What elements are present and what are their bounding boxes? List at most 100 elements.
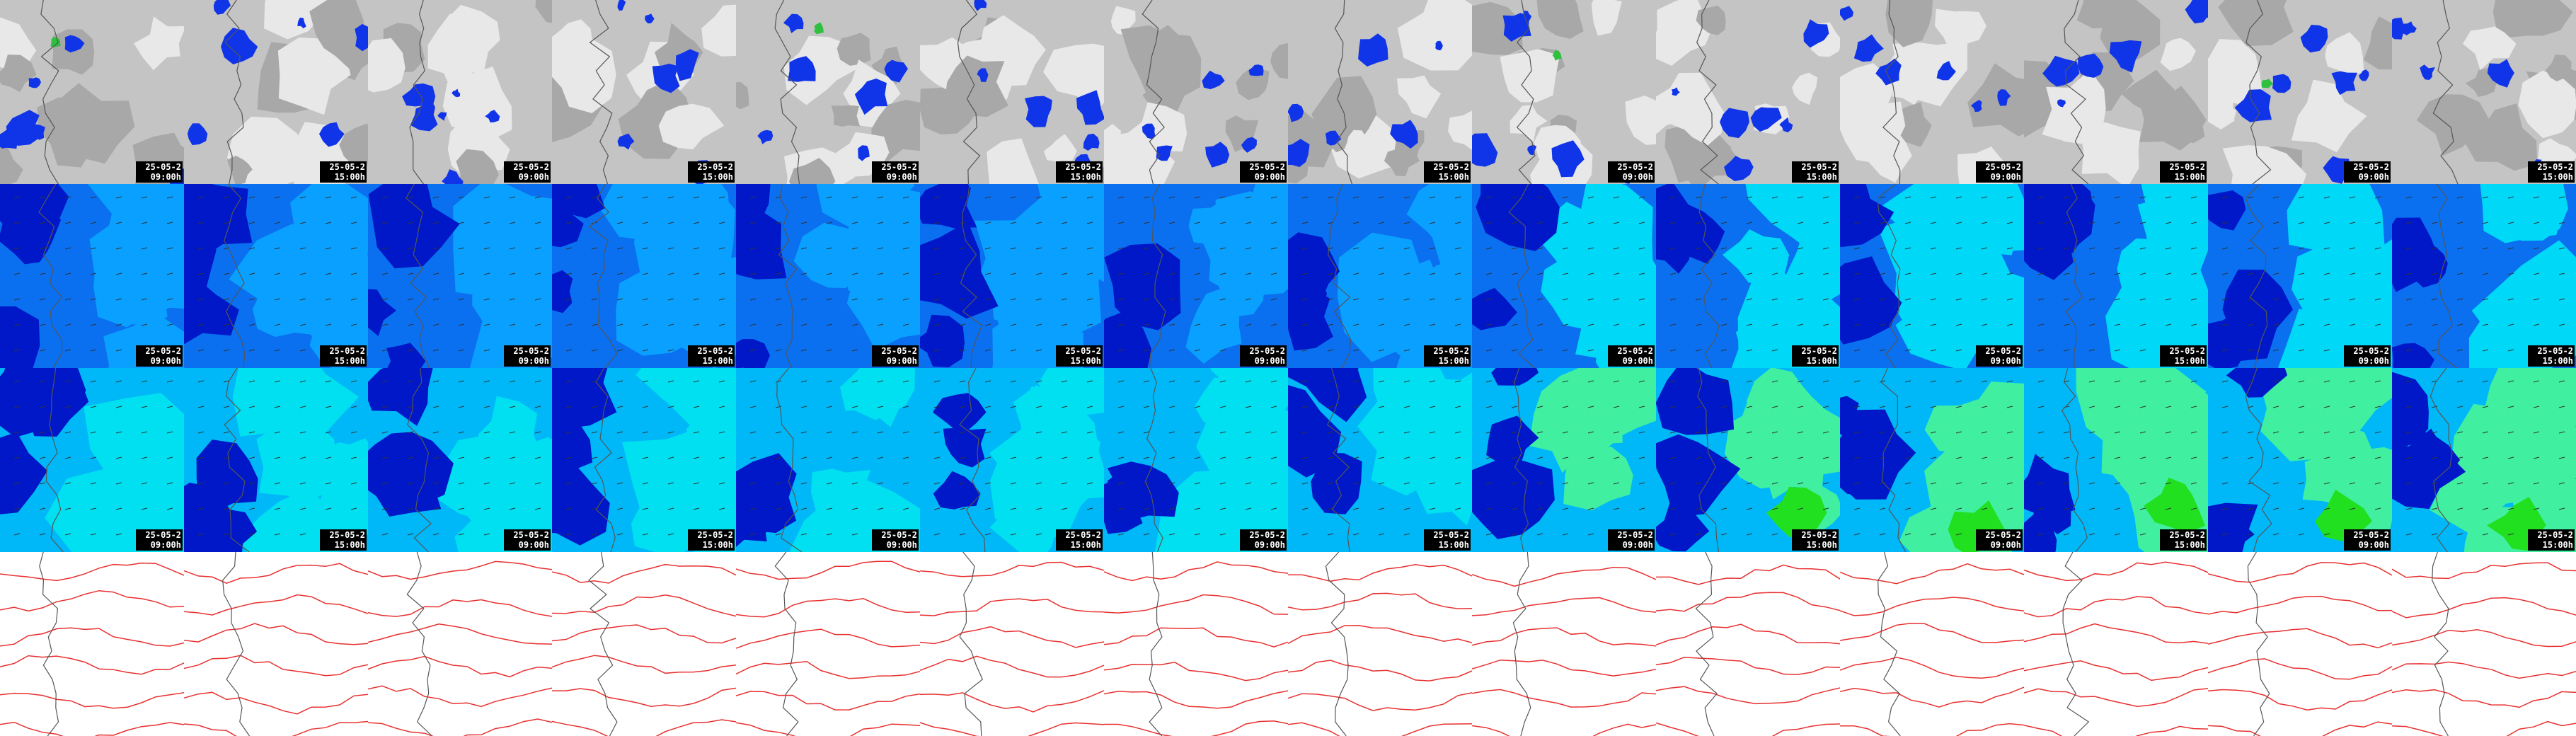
wind-barb bbox=[1904, 431, 1911, 434]
cloud bbox=[1792, 72, 1818, 105]
wind-barb bbox=[2507, 507, 2514, 510]
wind-barb bbox=[13, 349, 21, 352]
wind-barb bbox=[1797, 247, 1804, 250]
contour-line bbox=[368, 560, 552, 580]
wind-barb bbox=[2431, 507, 2438, 510]
label-box bbox=[1240, 345, 1287, 367]
wind-barb bbox=[1720, 456, 1727, 459]
wind-barb bbox=[2190, 482, 2197, 485]
time-label: 09:00h bbox=[2359, 540, 2389, 550]
wind-barb bbox=[325, 380, 332, 383]
wind-barb bbox=[1485, 323, 1493, 326]
map-tile: 25-05-209:00h bbox=[2208, 184, 2392, 368]
map-tile: 25-05-209:00h bbox=[368, 368, 552, 552]
contour-line bbox=[368, 685, 552, 708]
label-box bbox=[2160, 529, 2207, 551]
rain-area bbox=[1248, 64, 1264, 76]
wind-barb bbox=[1270, 456, 1277, 459]
wind-barb bbox=[1194, 406, 1201, 408]
wind-barb bbox=[775, 456, 782, 459]
wind-barb bbox=[197, 247, 205, 250]
wind-barb bbox=[1853, 349, 1861, 352]
rain-area bbox=[28, 77, 41, 88]
wind-barb bbox=[851, 247, 858, 250]
wind-barb bbox=[1219, 247, 1226, 250]
wind-barb bbox=[1352, 323, 1359, 326]
wind-barb bbox=[1061, 298, 1068, 301]
wind-barb bbox=[2405, 456, 2413, 459]
map-tile: 25-05-215:00h bbox=[2024, 368, 2208, 552]
wind-barb bbox=[984, 431, 991, 434]
tile-content bbox=[1288, 184, 1472, 368]
rain-area bbox=[1936, 61, 1956, 81]
wind-barb bbox=[1219, 456, 1226, 459]
wind-barb bbox=[1669, 349, 1677, 352]
wind-barb bbox=[1403, 272, 1410, 275]
wind-barb bbox=[1168, 456, 1175, 459]
wind-barb bbox=[1746, 507, 1753, 510]
wind-barb bbox=[1638, 431, 1645, 434]
wind-barb bbox=[959, 323, 966, 326]
wind-barb bbox=[877, 482, 884, 485]
wind-barb bbox=[2221, 533, 2229, 536]
contour-line bbox=[1656, 564, 1840, 585]
wind-barb bbox=[749, 323, 757, 326]
wind-barb bbox=[2482, 456, 2489, 459]
wind-barb bbox=[166, 456, 173, 459]
rain-area bbox=[1358, 33, 1388, 67]
cloud bbox=[1892, 41, 1967, 107]
wind-barb bbox=[1035, 482, 1042, 485]
contour-line bbox=[736, 628, 920, 649]
wind-barb bbox=[13, 247, 21, 250]
rain-area bbox=[1720, 108, 1749, 139]
wind-barb bbox=[2558, 406, 2565, 408]
coastline bbox=[406, 184, 430, 368]
wind-barb bbox=[1638, 272, 1645, 275]
wind-barb bbox=[2533, 298, 2540, 301]
wind-barb bbox=[1143, 298, 1150, 301]
wind-barb bbox=[141, 222, 148, 224]
wind-barb bbox=[933, 349, 941, 352]
cloud bbox=[2518, 70, 2576, 139]
contour-line bbox=[368, 623, 552, 645]
wind-barb bbox=[1587, 323, 1594, 326]
wind-barb bbox=[197, 431, 205, 434]
wind-barb bbox=[483, 533, 490, 536]
wind-barb bbox=[1485, 456, 1493, 459]
map-tile: 25-05-215:00h bbox=[552, 184, 736, 368]
rain-area bbox=[2487, 59, 2514, 88]
field-high bbox=[1722, 229, 1790, 283]
wind-barb bbox=[407, 431, 414, 434]
wind-barb bbox=[1219, 533, 1226, 536]
wind-barb bbox=[667, 482, 674, 485]
contour-line bbox=[1840, 563, 2024, 585]
wind-barb bbox=[1485, 272, 1493, 275]
wind-barb bbox=[13, 380, 21, 383]
wind-barb bbox=[1879, 533, 1886, 536]
wind-barb bbox=[166, 222, 173, 224]
wind-barb bbox=[1086, 482, 1093, 485]
wind-barb bbox=[775, 272, 782, 275]
wind-barb bbox=[1168, 482, 1175, 485]
wind-barb bbox=[407, 533, 414, 536]
time-label: 09:00h bbox=[151, 172, 181, 182]
wind-barb bbox=[749, 380, 757, 383]
wind-barb bbox=[2456, 533, 2463, 536]
contour-line bbox=[1104, 627, 1288, 648]
coastline bbox=[407, 368, 432, 552]
field-peak bbox=[1766, 487, 1827, 538]
wind-barb bbox=[1352, 507, 1359, 510]
wind-barb bbox=[2323, 431, 2330, 434]
contour-line bbox=[736, 661, 920, 679]
wind-barb bbox=[2405, 196, 2413, 199]
wind-barb bbox=[851, 456, 858, 459]
cloud bbox=[2325, 32, 2364, 76]
wind-barb bbox=[1720, 431, 1727, 434]
wind-barb bbox=[1771, 298, 1778, 301]
wind-barb bbox=[534, 507, 541, 510]
wind-barb bbox=[2165, 247, 2172, 250]
coastline bbox=[1513, 368, 1529, 552]
time-label: 15:00h bbox=[2543, 540, 2573, 550]
wind-barb bbox=[1035, 507, 1042, 510]
wind-barb bbox=[1981, 196, 1988, 199]
